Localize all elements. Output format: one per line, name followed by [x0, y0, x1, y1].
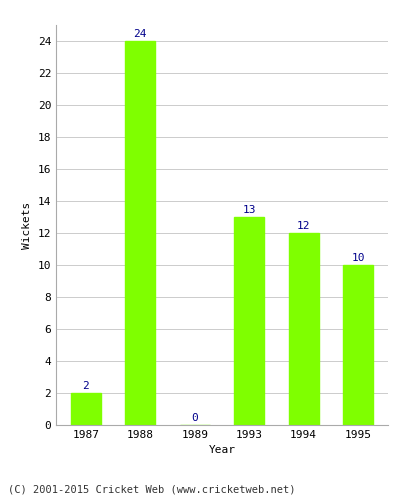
- Text: 0: 0: [192, 412, 198, 422]
- Text: 13: 13: [242, 204, 256, 214]
- Bar: [343, 265, 373, 425]
- Bar: [289, 233, 319, 425]
- Bar: [234, 217, 264, 425]
- Text: 12: 12: [297, 220, 310, 230]
- Text: 24: 24: [134, 28, 147, 38]
- Text: 2: 2: [82, 380, 89, 390]
- Text: (C) 2001-2015 Cricket Web (www.cricketweb.net): (C) 2001-2015 Cricket Web (www.cricketwe…: [8, 485, 296, 495]
- Bar: [71, 393, 101, 425]
- Bar: [125, 41, 155, 425]
- X-axis label: Year: Year: [208, 446, 236, 456]
- Text: 10: 10: [351, 252, 365, 262]
- Y-axis label: Wickets: Wickets: [22, 202, 32, 248]
